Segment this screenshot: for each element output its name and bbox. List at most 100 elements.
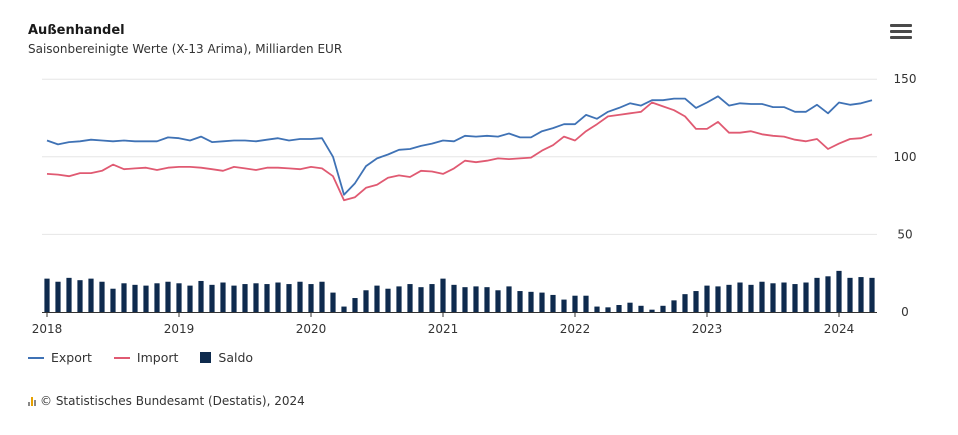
saldo-bar <box>572 295 578 312</box>
chart-area: 2018 2019 2020 2021 2022 2023 2024 0 50 100 150 <box>32 72 917 336</box>
saldo-bar <box>803 282 809 312</box>
saldo-bar <box>737 282 743 312</box>
chart-subtitle: Saisonbereinigte Werte (X-13 Arima), Mil… <box>28 42 343 56</box>
saldo-bar <box>407 284 413 312</box>
saldo-bar <box>286 284 292 312</box>
saldo-bar <box>330 292 336 312</box>
saldo-bar <box>484 287 490 312</box>
legend-item-import[interactable]: Import <box>113 350 179 365</box>
saldo-bars <box>44 270 875 312</box>
saldo-bar <box>847 277 853 312</box>
x-axis: 2018 2019 2020 2021 2022 2023 2024 <box>32 312 855 336</box>
saldo-bar <box>264 284 270 312</box>
saldo-bar <box>660 305 666 312</box>
saldo-bar <box>176 283 182 312</box>
saldo-bar <box>143 285 149 312</box>
legend-label-saldo: Saldo <box>218 350 254 365</box>
x-tick-label: 2021 <box>428 322 459 336</box>
saldo-bar <box>605 307 611 312</box>
saldo-bar <box>583 295 589 312</box>
saldo-bar <box>110 288 116 312</box>
legend-label-export: Export <box>51 350 92 365</box>
saldo-bar <box>638 305 644 312</box>
saldo-bar <box>66 277 72 312</box>
saldo-bar <box>99 281 105 312</box>
saldo-bar <box>693 291 699 312</box>
saldo-bar <box>836 270 842 312</box>
hamburger-menu-icon[interactable] <box>890 24 912 42</box>
saldo-bar <box>275 282 281 312</box>
saldo-bar <box>770 283 776 312</box>
export-line-swatch <box>28 356 44 359</box>
saldo-bar <box>792 284 798 312</box>
saldo-bar <box>748 284 754 312</box>
saldo-bar <box>451 284 457 312</box>
saldo-bar <box>726 284 732 312</box>
saldo-bar <box>319 281 325 312</box>
series-line-import <box>46 101 873 202</box>
saldo-bar <box>649 309 655 312</box>
saldo-bar <box>374 285 380 312</box>
saldo-bar <box>462 287 468 312</box>
legend-item-saldo[interactable]: Saldo <box>200 350 253 365</box>
saldo-bar <box>858 277 864 312</box>
saldo-bar <box>55 281 61 312</box>
saldo-bar <box>198 280 204 312</box>
series-line-export <box>46 95 873 196</box>
saldo-bar <box>825 276 831 312</box>
saldo-bar <box>869 277 875 312</box>
x-tick-label: 2018 <box>32 322 63 336</box>
import-line-swatch <box>113 356 130 359</box>
grid-lines <box>42 78 877 313</box>
saldo-bar <box>682 294 688 312</box>
saldo-bar <box>396 286 402 312</box>
saldo-bar <box>528 291 534 312</box>
saldo-bar <box>473 286 479 312</box>
saldo-bar <box>44 278 50 312</box>
x-tick-label: 2020 <box>296 322 327 336</box>
saldo-bar <box>187 285 193 312</box>
saldo-bar <box>220 282 226 312</box>
credit: © Statistisches Bundesamt (Destatis), 20… <box>28 394 305 408</box>
saldo-bar <box>297 281 303 312</box>
series-lines <box>46 95 873 202</box>
saldo-bar <box>253 283 259 312</box>
x-tick-label: 2022 <box>560 322 591 336</box>
legend: Export Import Saldo <box>28 350 253 365</box>
saldo-bar-swatch <box>200 352 212 363</box>
saldo-bar <box>429 284 435 312</box>
destatis-logo-icon <box>28 396 36 406</box>
saldo-bar <box>627 302 633 312</box>
y-axis: 0 50 100 150 <box>894 72 917 319</box>
saldo-bar <box>704 285 710 312</box>
saldo-bar <box>781 282 787 312</box>
x-tick-label: 2024 <box>824 322 855 336</box>
saldo-bar <box>154 283 160 312</box>
saldo-bar <box>341 306 347 312</box>
saldo-bar <box>550 294 556 312</box>
y-tick-label: 0 <box>901 305 909 319</box>
saldo-bar <box>440 278 446 312</box>
legend-label-import: Import <box>136 350 179 365</box>
saldo-bar <box>165 281 171 312</box>
saldo-bar <box>231 285 237 312</box>
x-tick-label: 2019 <box>164 322 195 336</box>
saldo-bar <box>517 291 523 312</box>
saldo-bar <box>759 281 765 312</box>
chart-title: Außenhandel <box>28 23 125 38</box>
saldo-bar <box>561 299 567 312</box>
saldo-bar <box>363 290 369 312</box>
saldo-bar <box>506 286 512 312</box>
saldo-bar <box>352 298 358 312</box>
saldo-bar <box>132 284 138 312</box>
saldo-bar <box>594 306 600 312</box>
saldo-bar <box>539 292 545 312</box>
credit-text: © Statistisches Bundesamt (Destatis), 20… <box>40 394 305 408</box>
saldo-bar <box>121 283 127 312</box>
legend-item-export[interactable]: Export <box>28 350 92 365</box>
saldo-bar <box>77 280 83 312</box>
saldo-bar <box>242 284 248 312</box>
saldo-bar <box>715 286 721 312</box>
saldo-bar <box>671 300 677 312</box>
saldo-bar <box>385 288 391 312</box>
